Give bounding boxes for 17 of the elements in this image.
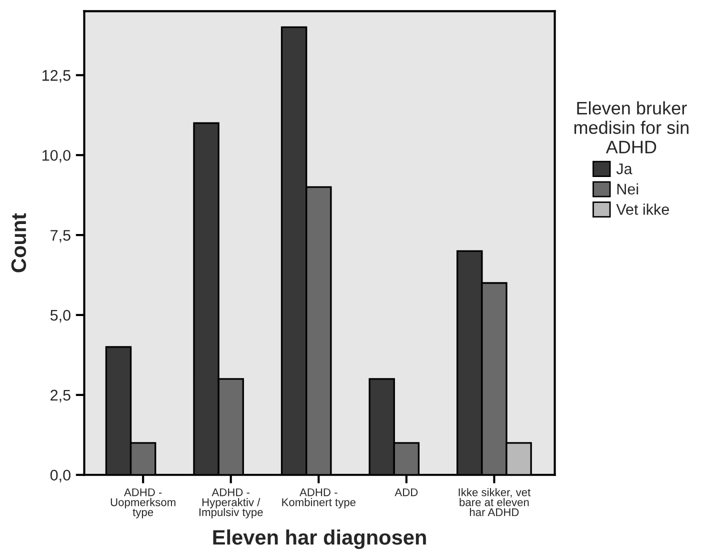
x-tick-label: Ikke sikker, vet bare at eleven har ADHD <box>458 488 531 516</box>
x-axis-title: Eleven har diagnosen <box>213 529 426 549</box>
y-tick-label: 10,0 <box>42 150 70 163</box>
y-axis-title: Count <box>11 213 26 272</box>
y-tick-label: 5,0 <box>50 310 70 322</box>
x-tick-label: ADD <box>394 488 418 496</box>
x-tick-label: ADHD - Hyperaktiv / Impulsiv type <box>199 488 263 518</box>
y-tick-label: 2,5 <box>50 390 70 402</box>
y-tick-label: 12,5 <box>42 70 70 83</box>
x-tick-label: ADHD - Uopmerksom type <box>110 488 176 518</box>
legend-title: Eleven bruker medisin for sin ADHD <box>574 101 688 154</box>
legend-label: Nei <box>617 183 638 195</box>
y-tick-label: 7,5 <box>50 230 70 243</box>
legend-label: Vet ikke <box>616 204 669 215</box>
y-tick-label: 0,0 <box>50 470 70 482</box>
legend-label: Ja <box>616 164 632 174</box>
x-tick-label: ADHD - Kombinert type <box>282 488 356 508</box>
